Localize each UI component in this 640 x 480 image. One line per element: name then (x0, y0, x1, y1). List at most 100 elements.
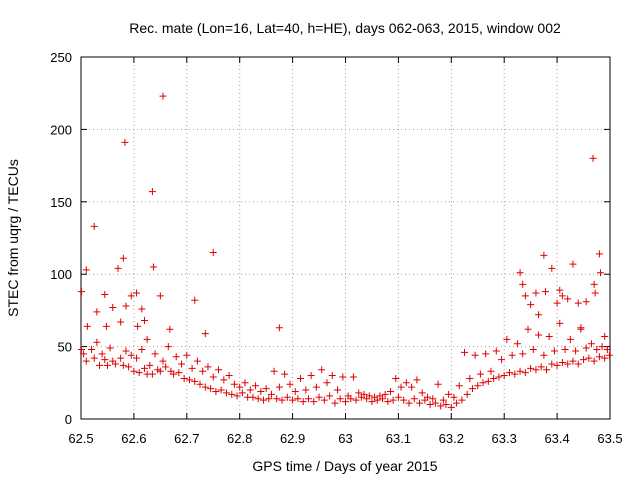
data-point (217, 386, 225, 394)
data-point (201, 383, 209, 391)
data-point (156, 367, 164, 375)
data-point (479, 379, 487, 387)
data-point (394, 393, 402, 401)
data-point (134, 322, 142, 330)
data-point (102, 322, 110, 330)
data-point (537, 363, 545, 371)
data-point (442, 401, 450, 409)
data-point (423, 393, 431, 401)
data-point (508, 351, 516, 359)
data-point (230, 380, 238, 388)
data-point (273, 395, 281, 403)
grid-lines (81, 57, 610, 419)
data-point (490, 374, 498, 382)
data-point (209, 248, 217, 256)
data-point (545, 332, 553, 340)
data-point (550, 347, 558, 355)
data-point (83, 322, 91, 330)
data-point (577, 325, 585, 333)
x-tick-label: 62.7 (174, 431, 199, 446)
x-tick-label: 63.4 (544, 431, 569, 446)
data-point (149, 263, 157, 271)
data-point (349, 373, 357, 381)
data-point (524, 325, 532, 333)
data-point (283, 393, 291, 401)
data-point (450, 393, 458, 401)
data-point (297, 374, 305, 382)
data-point (328, 372, 336, 380)
data-point (516, 269, 524, 277)
data-point (323, 379, 331, 387)
data-point (429, 395, 437, 403)
data-point (589, 154, 597, 162)
data-point (98, 350, 106, 358)
data-point (532, 366, 540, 374)
data-point (122, 347, 130, 355)
data-point (553, 299, 561, 307)
data-point (172, 353, 180, 361)
data-point (170, 370, 178, 378)
data-point (82, 357, 90, 365)
data-point (540, 351, 548, 359)
data-point (262, 385, 270, 393)
data-point (431, 399, 439, 407)
data-point (117, 318, 125, 326)
data-point (458, 396, 466, 404)
data-point (294, 395, 302, 403)
data-point (78, 288, 86, 296)
data-point (434, 380, 442, 388)
data-point (548, 360, 556, 368)
data-point (315, 393, 323, 401)
data-point (532, 289, 540, 297)
data-point (416, 399, 424, 407)
data-point (492, 347, 500, 355)
data-point (166, 325, 174, 333)
x-tick-label: 62.6 (121, 431, 146, 446)
x-tick-label: 62.8 (227, 431, 252, 446)
data-point (193, 357, 201, 365)
x-tick-label: 63.5 (597, 431, 622, 446)
data-point (281, 370, 289, 378)
data-point (88, 345, 96, 353)
data-point (360, 390, 368, 398)
data-point (278, 396, 286, 404)
data-point (339, 373, 347, 381)
data-point (138, 305, 146, 313)
data-point (580, 356, 588, 364)
data-point (368, 398, 376, 406)
data-point (572, 347, 580, 355)
data-point (529, 345, 537, 353)
data-point (392, 374, 400, 382)
data-point (260, 396, 268, 404)
data-point (310, 398, 318, 406)
data-point (582, 344, 590, 352)
data-point (405, 399, 413, 407)
data-point (119, 254, 127, 262)
data-point (209, 373, 217, 381)
data-point (320, 396, 328, 404)
data-point (484, 377, 492, 385)
data-point (582, 298, 590, 306)
data-point (238, 389, 246, 397)
data-point (365, 392, 373, 400)
data-point (556, 319, 564, 327)
x-tick-label: 63.1 (386, 431, 411, 446)
data-point (111, 360, 119, 368)
data-point (286, 380, 294, 388)
data-point (595, 250, 603, 258)
data-point (103, 361, 111, 369)
data-point (397, 383, 405, 391)
data-point (191, 377, 199, 385)
data-point (159, 357, 167, 365)
data-point (151, 350, 159, 358)
data-point (275, 383, 283, 391)
data-point (468, 385, 476, 393)
data-point (114, 264, 122, 272)
y-tick-label: 150 (50, 195, 72, 210)
data-point (566, 335, 574, 343)
data-point (101, 356, 109, 364)
data-point (605, 351, 613, 359)
data-point (93, 338, 101, 346)
data-point (336, 395, 344, 403)
data-point (191, 296, 199, 304)
